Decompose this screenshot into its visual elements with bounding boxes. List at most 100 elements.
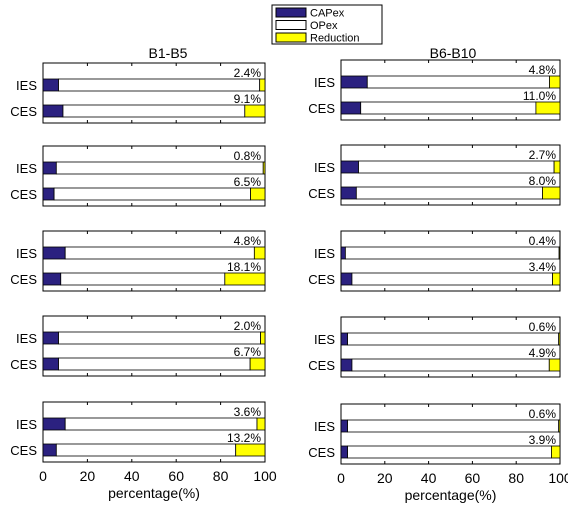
panel-frame <box>42 401 266 463</box>
panel-frame <box>42 230 266 292</box>
data-label-reduction-ies: 0.8% <box>234 149 262 163</box>
bar-capex-ces <box>42 272 62 286</box>
category-label-ies: IES <box>314 75 335 90</box>
category-label-ces: CES <box>10 104 37 119</box>
category-label-ies: IES <box>16 417 37 432</box>
bar-capex-ces <box>340 272 353 286</box>
bar-capex-ies <box>340 419 348 433</box>
bar-opex-ies <box>64 246 255 260</box>
x-tick-label: 40 <box>124 468 140 484</box>
category-label-ies: IES <box>314 419 335 434</box>
x-tick-label: 20 <box>377 470 393 486</box>
bar-reduction-ies <box>558 246 561 260</box>
data-label-reduction-ces: 11.0% <box>523 89 556 103</box>
x-tick-label: 0 <box>39 468 47 484</box>
panel-right-5: IES 0.6% CES 3.9% <box>308 403 561 465</box>
bar-reduction-ies <box>253 246 266 260</box>
bar-capex-ces <box>340 445 348 459</box>
bar-opex-ces <box>360 101 537 115</box>
x-axis-label-left: percentage(%) <box>108 485 200 501</box>
category-label-ces: CES <box>10 443 37 458</box>
bar-reduction-ces <box>249 357 266 371</box>
bar-opex-ces <box>351 358 550 372</box>
data-label-reduction-ces: 9.1% <box>234 92 262 106</box>
category-label-ies: IES <box>314 332 335 347</box>
panel-left-1: IES 2.4% CES 9.1% <box>10 62 266 124</box>
bar-reduction-ies <box>549 75 561 89</box>
bar-opex-ces <box>355 186 543 200</box>
data-label-reduction-ies: 2.4% <box>234 66 262 80</box>
data-label-reduction-ces: 8.0% <box>529 174 557 188</box>
bar-reduction-ces <box>548 358 561 372</box>
data-label-reduction-ces: 13.2% <box>227 431 261 445</box>
bar-capex-ies <box>340 75 368 89</box>
bar-reduction-ces <box>552 272 561 286</box>
data-label-reduction-ies: 2.0% <box>234 319 262 333</box>
bar-reduction-ces <box>535 101 561 115</box>
panel-left-3: IES 4.8% CES 18.1% <box>10 230 266 292</box>
panel-frame <box>340 230 561 292</box>
x-axis-label-right: percentage(%) <box>405 487 497 503</box>
panel-left-5: IES 3.6% CES 13.2% <box>10 401 266 463</box>
bar-capex-ies <box>340 160 359 174</box>
column-title-left: B1-B5 <box>149 45 188 61</box>
category-label-ces: CES <box>308 101 335 116</box>
data-label-reduction-ies: 2.7% <box>529 148 557 162</box>
panel-frame <box>340 144 561 206</box>
bar-capex-ces <box>42 187 55 201</box>
bar-opex-ces <box>351 272 553 286</box>
bar-capex-ies <box>42 161 57 175</box>
data-label-reduction-ies: 4.8% <box>234 234 262 248</box>
x-tick-label: 60 <box>465 470 481 486</box>
panel-frame <box>42 315 266 377</box>
bar-reduction-ies <box>558 419 561 433</box>
bar-capex-ces <box>42 357 59 371</box>
category-label-ies: IES <box>16 246 37 261</box>
data-label-reduction-ies: 0.4% <box>529 234 557 248</box>
bar-capex-ies <box>42 331 59 345</box>
bar-capex-ces <box>340 101 362 115</box>
bar-reduction-ies <box>260 331 266 345</box>
bar-opex-ies <box>58 78 261 92</box>
bar-opex-ces <box>58 357 251 371</box>
bar-opex-ces <box>53 187 251 201</box>
bar-opex-ies <box>347 332 560 346</box>
category-label-ces: CES <box>10 272 37 287</box>
x-tick-label: 20 <box>80 468 96 484</box>
panel-left-2: IES 0.8% CES 6.5% <box>10 145 266 207</box>
bar-opex-ies <box>344 246 560 260</box>
bar-capex-ies <box>340 246 346 260</box>
bar-capex-ies <box>340 332 348 346</box>
legend-swatch-capex <box>275 7 307 18</box>
panel-right-3: IES 0.4% CES 3.4% <box>308 230 561 292</box>
bar-reduction-ces <box>551 445 561 459</box>
bar-opex-ies <box>58 331 261 345</box>
bar-capex-ces <box>42 104 64 118</box>
x-tick-label: 60 <box>168 468 184 484</box>
chart-panels: B1-B5 IES 2.4% CES 9.1% IES 0.8% CES 6.5% IES 4.8%… <box>10 45 568 503</box>
bar-opex-ies <box>358 160 555 174</box>
data-label-reduction-ces: 6.5% <box>234 175 262 189</box>
bar-reduction-ces <box>235 443 266 457</box>
bar-reduction-ces <box>250 187 266 201</box>
bar-capex-ces <box>340 186 357 200</box>
bar-capex-ces <box>340 358 353 372</box>
category-label-ies: IES <box>16 161 37 176</box>
legend-label-opex: OPex <box>310 20 338 32</box>
panel-frame <box>42 62 266 124</box>
data-label-reduction-ies: 0.6% <box>529 407 557 421</box>
x-tick-label: 80 <box>508 470 524 486</box>
legend-label-reduction: Reduction <box>310 33 360 45</box>
panel-frame <box>340 59 561 121</box>
category-label-ies: IES <box>16 331 37 346</box>
bar-opex-ces <box>60 272 226 286</box>
category-label-ces: CES <box>308 186 335 201</box>
category-label-ies: IES <box>314 246 335 261</box>
legend-swatch-opex <box>275 20 307 30</box>
bar-capex-ies <box>42 246 66 260</box>
bar-reduction-ies <box>553 160 561 174</box>
data-label-reduction-ies: 3.6% <box>234 405 262 419</box>
data-label-reduction-ces: 18.1% <box>227 260 261 274</box>
